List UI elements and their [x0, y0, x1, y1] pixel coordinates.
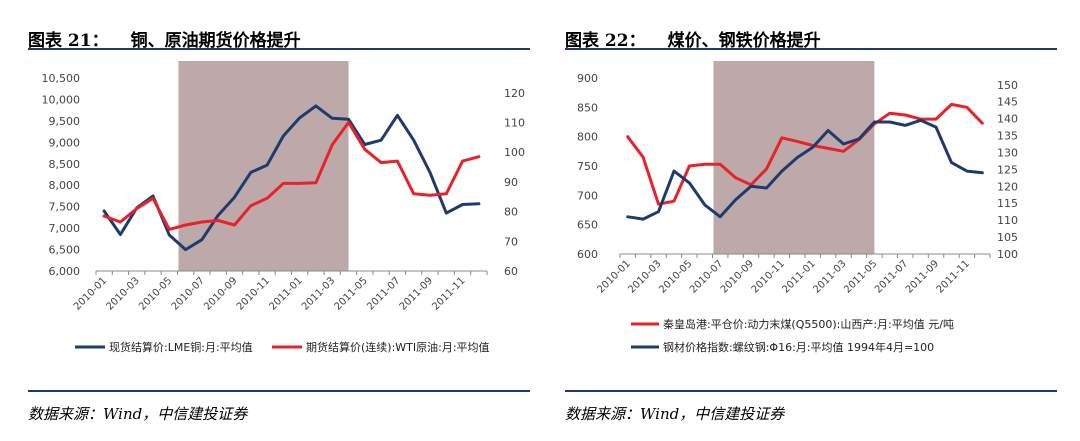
y-right-tick-label: 135: [997, 130, 1018, 143]
figure-21: 图表 21： 铜、原油期货价格提升 2010-01 2010-03 2010-05 20…: [0, 0, 530, 441]
y-left-tick-label: 800: [577, 131, 598, 144]
y-right-tick-label: 120: [997, 180, 1018, 193]
title-rule: [565, 48, 1057, 50]
y-right-tick-label: 60: [504, 265, 518, 278]
chart-coal-steel: 2010-012010-032010-052010-072010-092010-…: [577, 61, 1018, 354]
x-tick-label: 2011-03: [300, 275, 337, 312]
legend-label: 期货结算价(连续):WTI原油:月:平均值: [306, 340, 490, 354]
y-right-tick-label: 80: [504, 206, 518, 219]
chart-copper-oil: 2010-012010-032010-052010-072010-092010-…: [42, 61, 525, 354]
series-line-1: [626, 102, 984, 206]
x-tick-label: 2011-07: [365, 275, 402, 312]
series-line-2: [102, 121, 481, 231]
x-tick-label: 2011-11: [935, 258, 972, 295]
x-tick-label: 2010-05: [137, 275, 174, 312]
x-tick-label: 2010-09: [202, 275, 239, 312]
y-left-tick-label: 850: [577, 101, 598, 114]
y-left-tick-label: 9,000: [49, 136, 81, 149]
y-left-tick-label: 9,500: [49, 115, 81, 128]
y-left-tick-label: 900: [577, 72, 598, 85]
figure-number: 图表 22：: [565, 31, 646, 51]
title-rule: [28, 48, 530, 50]
x-tick-label: 2011-01: [267, 275, 304, 312]
figure-number: 图表 21：: [28, 31, 109, 51]
y-right-tick-label: 70: [504, 235, 518, 248]
y-right-tick-label: 100: [504, 146, 525, 159]
figure-22: 图表 22： 煤价、钢铁价格提升 2010-01 2010-03 2010-05 201…: [565, 0, 1080, 441]
y-right-tick-label: 125: [997, 163, 1018, 176]
y-left-tick-label: 600: [577, 248, 598, 261]
x-tick-label: 2010-03: [105, 275, 142, 312]
y-right-tick-label: 130: [997, 146, 1018, 159]
figure-caption: 煤价、钢铁价格提升: [667, 31, 821, 51]
legend-label: 钢材价格指数:螺纹钢:Φ16:月:平均值 1994年4月=100: [663, 340, 934, 354]
y-left-tick-label: 650: [577, 219, 598, 232]
y-right-tick-label: 120: [504, 87, 525, 100]
y-right-tick-label: 150: [997, 79, 1018, 92]
y-left-tick-label: 8,500: [49, 158, 81, 171]
source-rule: [565, 390, 1057, 392]
source-note: 数据来源：Wind，中信建投证券: [28, 405, 248, 423]
series-line-2: [626, 118, 984, 221]
y-right-tick-label: 110: [504, 117, 525, 130]
y-right-tick-label: 105: [997, 231, 1018, 244]
figure-caption: 铜、原油期货价格提升: [130, 31, 301, 51]
figure-title: 图表 21： 铜、原油期货价格提升: [28, 26, 301, 51]
y-right-tick-label: 115: [997, 197, 1018, 210]
legend-label: 现货结算价:LME铜:月:平均值: [109, 340, 253, 354]
legend-label: 秦皇岛港:平仓价:动力末煤(Q5500):山西产:月:平均值 元/吨: [663, 317, 954, 331]
y-left-tick-label: 10,000: [42, 93, 81, 106]
y-right-tick-label: 140: [997, 113, 1018, 126]
x-tick-label: 2011-05: [333, 275, 370, 312]
y-left-tick-label: 700: [577, 189, 598, 202]
y-left-tick-label: 7,500: [49, 201, 81, 214]
y-left-tick-label: 750: [577, 160, 598, 173]
source-rule: [28, 390, 530, 392]
y-right-tick-label: 110: [997, 214, 1018, 227]
y-right-tick-label: 90: [504, 176, 518, 189]
shaded-period: [713, 61, 875, 254]
y-left-tick-label: 6,000: [49, 265, 81, 278]
y-left-tick-label: 10,500: [42, 72, 81, 85]
y-right-tick-label: 100: [997, 248, 1018, 261]
x-tick-label: 2010-07: [170, 275, 207, 312]
x-tick-label: 2010-11: [235, 275, 272, 312]
y-left-tick-label: 8,000: [49, 179, 81, 192]
x-tick-label: 2010-01: [72, 275, 109, 312]
figure-title: 图表 22： 煤价、钢铁价格提升: [565, 26, 821, 51]
y-right-tick-label: 145: [997, 96, 1018, 109]
series-line-1: [102, 104, 481, 252]
source-note: 数据来源：Wind，中信建投证券: [565, 405, 785, 423]
y-left-tick-label: 7,000: [49, 222, 81, 235]
x-tick-label: 2011-09: [398, 275, 435, 312]
x-tick-label: 2011-11: [430, 275, 467, 312]
y-left-tick-label: 6,500: [49, 244, 81, 257]
